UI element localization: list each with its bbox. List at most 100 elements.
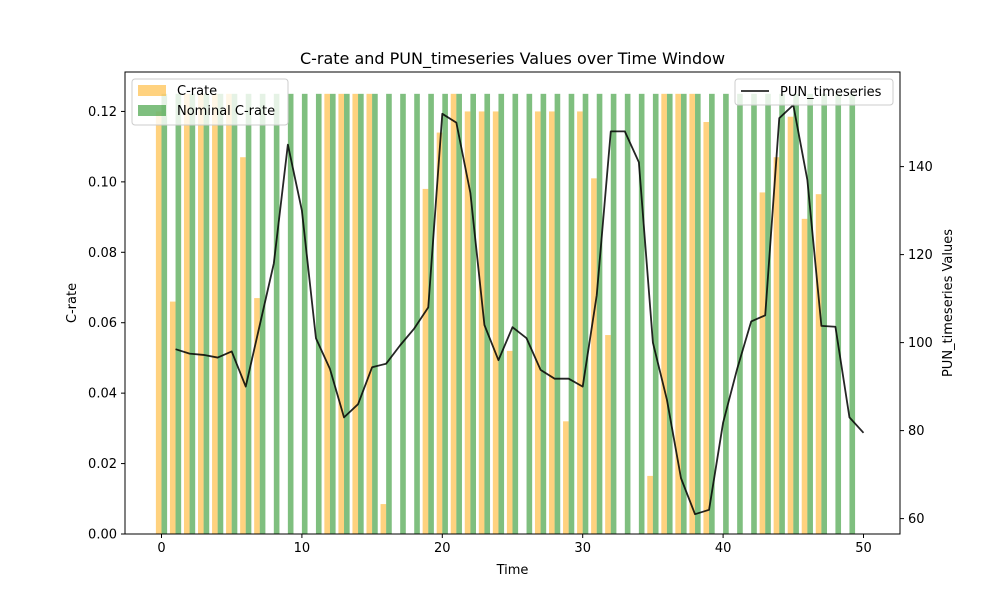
c-rate-bar-5: [226, 93, 232, 534]
x-tick-label: 30: [574, 541, 591, 556]
c-rate-bar-4: [212, 93, 218, 534]
y-axis-left-label: C-rate: [65, 283, 80, 323]
nominal-c-rate-bar-28: [554, 93, 561, 534]
c-rate-bar-13: [338, 93, 345, 534]
nominal-c-rate-bar-10: [301, 93, 308, 534]
c-rate-bar-24: [492, 111, 499, 534]
c-rate-bar-19: [422, 188, 429, 534]
nominal-c-rate-bar-21: [456, 93, 462, 534]
c-rate-bar-39: [703, 122, 710, 534]
c-rate-bar-32: [605, 335, 611, 534]
nominal-c-rate-bar-31: [596, 93, 603, 534]
nominal-c-rate-bar-29: [568, 93, 575, 534]
x-tick-label: 50: [855, 541, 872, 556]
nominal-c-rate-bar-33: [624, 93, 631, 534]
c-rate-bar-12: [324, 93, 330, 534]
x-axis-label: Time: [496, 563, 529, 578]
legend-label-c-rate: C-rate: [177, 84, 217, 99]
nominal-c-rate-bar-3: [203, 93, 210, 534]
y2-tick-label: 80: [908, 424, 925, 439]
nominal-c-rate-bar-12: [329, 93, 336, 534]
c-rate-bar-3: [198, 93, 204, 534]
legend-left-box: [131, 78, 289, 126]
legend-right: PUN_timeseries: [734, 78, 894, 106]
c-rate-bar-20: [436, 132, 443, 534]
c-rate-bar-21: [450, 93, 457, 534]
nominal-c-rate-bar-30: [582, 93, 589, 534]
nominal-c-rate-bar-20: [442, 93, 448, 534]
nominal-c-rate-bar-18: [414, 93, 420, 534]
nominal-c-rate-bar-49: [849, 93, 856, 534]
nominal-c-rate-bar-15: [372, 93, 378, 534]
c-rate-bar-43: [759, 192, 766, 534]
nominal-c-rate-bar-36: [666, 93, 673, 534]
y2-tick-label: 120: [908, 248, 933, 263]
c-rate-bar-23: [478, 111, 485, 534]
c-rate-bar-29: [563, 421, 569, 534]
nominal-c-rate-bar-5: [231, 93, 238, 534]
nominal-c-rate-bar-44: [779, 93, 785, 534]
y-axis-right-label: PUN_timeseries Values: [941, 229, 956, 377]
nominal-c-rate-bar-40: [723, 93, 729, 534]
c-rate-bar-27: [534, 111, 541, 534]
nominal-c-rate-bar-14: [358, 93, 364, 534]
nominal-c-rate-bar-48: [835, 93, 842, 534]
nominal-c-rate-bar-22: [470, 93, 476, 534]
nominal-c-rate-bar-25: [512, 93, 519, 534]
nominal-c-rate-bar-27: [540, 93, 547, 534]
nominal-c-rate-bar-32: [610, 93, 617, 534]
nominal-c-rate-bar-46: [807, 93, 813, 534]
nominal-c-rate-bar-23: [484, 93, 491, 534]
plot-frame: [124, 71, 901, 535]
y-tick-label: 0.12: [88, 105, 117, 120]
nominal-c-rate-bar-26: [526, 93, 533, 534]
chart-title: C-rate and PUN_timeseries Values over Ti…: [300, 49, 725, 69]
c-rate-bar-14: [352, 93, 359, 534]
x-tick-label: 40: [715, 541, 732, 556]
c-rate-bar-15: [366, 93, 373, 534]
c-rate-bar-30: [577, 111, 583, 534]
x-tick-label: 0: [157, 541, 165, 556]
legend-swatch-nominal-c-rate: [138, 105, 166, 116]
nominal-c-rate-bar-47: [821, 93, 827, 534]
nominal-c-rate-bar-45: [793, 93, 799, 534]
y-tick-label: 0.06: [88, 316, 117, 331]
nominal-c-rate-bar-19: [428, 93, 434, 534]
c-rate-bar-6: [240, 157, 246, 534]
nominal-c-rate-bar-35: [652, 93, 659, 534]
nominal-c-rate-bar-8: [273, 93, 280, 534]
c-rate-bar-1: [169, 301, 176, 534]
y2-tick-label: 100: [908, 336, 933, 351]
y-tick-label: 0.10: [88, 175, 117, 190]
legend-swatch-c-rate: [138, 85, 166, 96]
c-rate-bar-25: [506, 350, 513, 534]
nominal-c-rate-bar-41: [737, 93, 743, 534]
x-axis-ticks: 0 10 20 30 40 50: [157, 534, 872, 556]
nominal-c-rate-bar-16: [386, 93, 392, 534]
c-rate-bar-38: [689, 93, 696, 534]
legend-label-pun-timeseries: PUN_timeseries: [780, 85, 882, 100]
line-layer: [175, 104, 865, 516]
nominal-c-rate-bar-11: [315, 93, 322, 534]
nominal-c-rate-bar-6: [245, 93, 252, 534]
c-rate-bar-37: [675, 93, 681, 534]
c-rate-bar-31: [591, 178, 597, 534]
nominal-c-rate-bar-2: [189, 93, 196, 534]
nominal-c-rate-bar-39: [709, 93, 715, 534]
y2-tick-label: 140: [908, 160, 933, 175]
nominal-c-rate-bar-13: [344, 93, 350, 534]
legend-label-nominal-c-rate: Nominal C-rate: [177, 104, 275, 119]
x-tick-label: 20: [434, 541, 451, 556]
y-axis-right-ticks: 60 80 100 120 140: [900, 160, 933, 527]
c-rate-bar-46: [801, 218, 808, 534]
y-tick-label: 0.04: [88, 387, 117, 402]
nominal-c-rate-bar-24: [498, 93, 505, 534]
nominal-c-rate-bar-0: [161, 93, 168, 534]
y-tick-label: 0.02: [88, 457, 117, 472]
nominal-c-rate-bar-34: [638, 93, 645, 534]
nominal-c-rate-bar-9: [287, 93, 294, 534]
legend-left: C-rate Nominal C-rate: [131, 78, 289, 126]
c-rate-bar-2: [183, 93, 190, 534]
nominal-c-rate-bar-43: [765, 93, 771, 534]
